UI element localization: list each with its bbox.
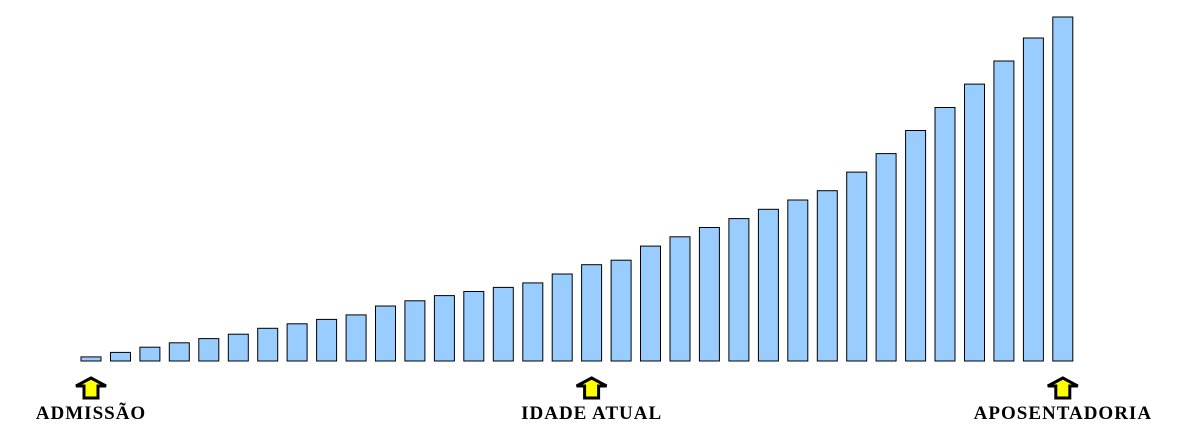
bar-16: [522, 282, 544, 362]
bar-3: [139, 346, 161, 362]
bar-27: [846, 171, 868, 362]
bar-34: [1052, 16, 1074, 362]
markers-group: [75, 376, 1079, 400]
bar-23: [728, 218, 750, 362]
bar-22: [698, 227, 720, 362]
marker-label-idade-atual: IDADE ATUAL: [521, 403, 663, 424]
bar-13: [433, 295, 455, 362]
bar-19: [610, 259, 632, 362]
bar-30: [934, 107, 956, 362]
marker-arrow-icon-1: [75, 376, 107, 400]
bar-14: [463, 291, 485, 362]
bar-1: [80, 356, 102, 362]
bar-33: [1022, 37, 1044, 362]
bar-6: [227, 333, 249, 362]
bar-15: [492, 286, 514, 362]
bar-8: [286, 323, 308, 362]
bar-2: [110, 351, 131, 362]
marker-arrow-icon-3: [1047, 376, 1079, 400]
bar-31: [964, 83, 985, 362]
bar-26: [816, 190, 838, 362]
bar-4: [168, 342, 190, 362]
bars-group: [80, 16, 1074, 362]
bar-25: [787, 199, 809, 362]
bar-12: [404, 300, 426, 362]
marker-arrow-icon-2: [575, 376, 608, 400]
marker-label-admissao: ADMISSÃO: [35, 403, 147, 424]
bar-18: [581, 264, 603, 362]
bar-29: [905, 130, 927, 362]
bar-17: [551, 273, 573, 362]
bar-20: [640, 245, 661, 362]
marker-label-aposentadoria: APOSENTADORIA: [973, 403, 1153, 424]
bar-5: [198, 338, 220, 362]
bar-28: [875, 153, 897, 362]
bar-32: [993, 60, 1015, 362]
bar-7: [257, 327, 279, 362]
bar-24: [757, 208, 779, 362]
bar-10: [345, 314, 367, 362]
bar-11: [375, 305, 396, 362]
bar-21: [669, 236, 691, 362]
bar-9: [316, 318, 338, 362]
